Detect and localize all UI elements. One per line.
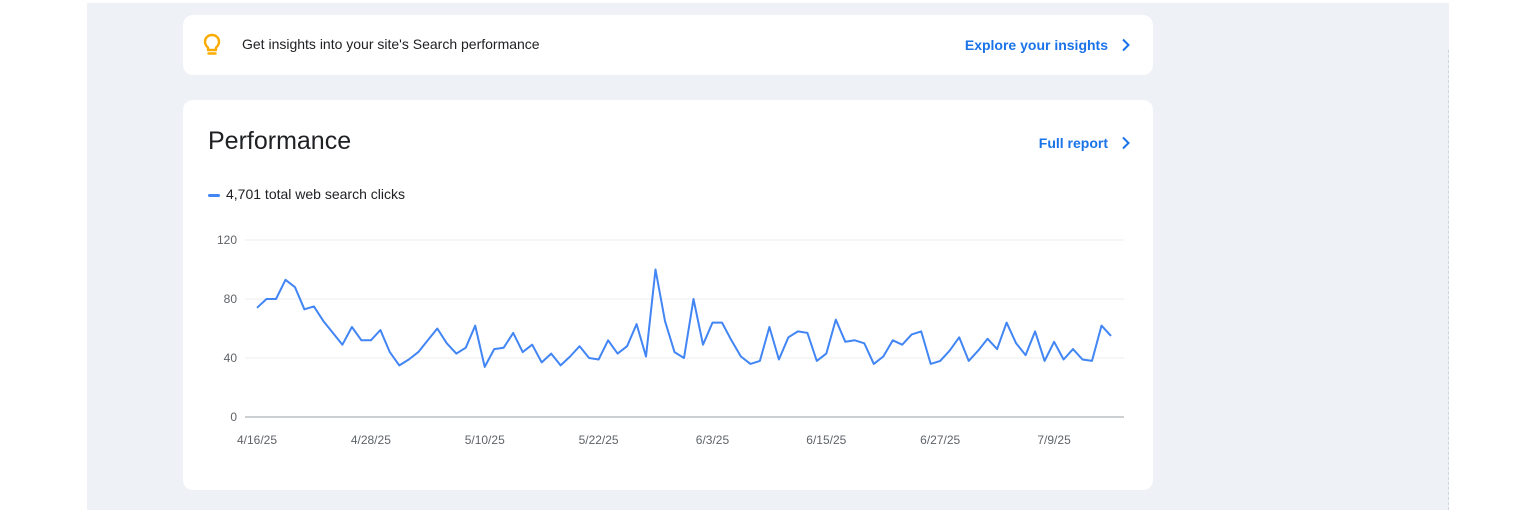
x-tick-label: 6/3/25 [696, 433, 730, 447]
insights-card: Get insights into your site's Search per… [183, 15, 1153, 75]
y-tick-label: 80 [224, 292, 238, 306]
clicks-line-chart: 0 40 80 120 4/16/25 4/28/25 5/10/25 5/22/25 6/3/… [217, 233, 1124, 447]
x-tick-label: 4/16/25 [237, 433, 277, 447]
x-tick-label: 5/22/25 [579, 433, 619, 447]
x-tick-label: 6/15/25 [806, 433, 846, 447]
y-tick-label: 120 [217, 233, 237, 247]
x-tick-label: 5/10/25 [465, 433, 505, 447]
y-tick-label: 0 [230, 410, 237, 424]
x-tick-label: 6/27/25 [920, 433, 960, 447]
chevron-right-icon[interactable] [1121, 136, 1131, 150]
explore-insights-link[interactable]: Explore your insights [964, 37, 1108, 53]
page-edge-divider [1448, 50, 1449, 510]
lightbulb-icon [203, 33, 221, 55]
performance-card: Performance Full report 4,701 total web … [183, 100, 1153, 490]
y-tick-label: 40 [224, 351, 238, 365]
clicks-series-line [256, 268, 1112, 368]
insights-message: Get insights into your site's Search per… [242, 36, 540, 52]
full-report-link[interactable]: Full report [1038, 135, 1108, 151]
legend-swatch [208, 194, 220, 197]
performance-title: Performance [208, 127, 352, 155]
x-tick-label: 4/28/25 [351, 433, 391, 447]
x-tick-label: 7/9/25 [1037, 433, 1071, 447]
chevron-right-icon[interactable] [1121, 38, 1131, 52]
legend-label: 4,701 total web search clicks [226, 186, 405, 202]
